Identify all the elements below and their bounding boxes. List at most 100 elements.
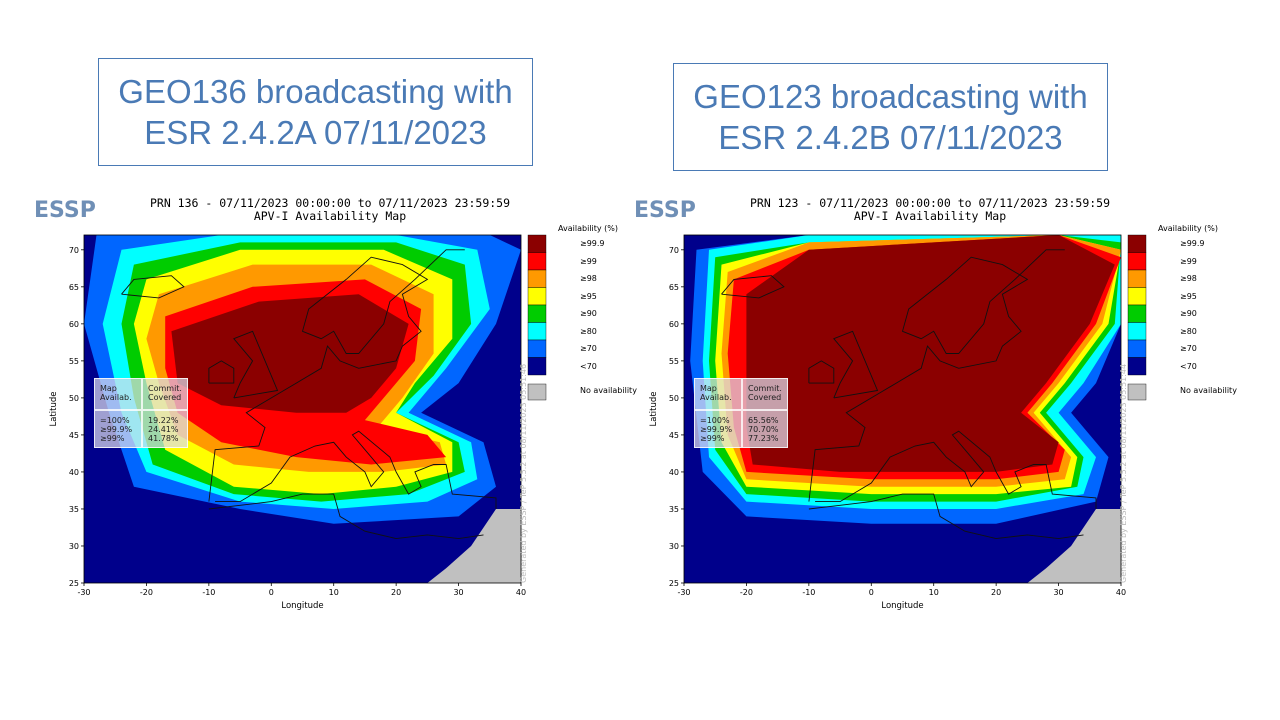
y-tick-label: 35 (69, 505, 79, 514)
plot-frame (683, 234, 1122, 584)
table-levels: =100% ≥99.9% ≥99% (700, 416, 733, 443)
y-axis-label: Latitude (649, 392, 659, 427)
y-tick-label: 50 (69, 394, 79, 403)
y-tick-label: 30 (669, 542, 679, 551)
no-availability-label: No availability (580, 386, 637, 395)
x-tick-label: 30 (453, 588, 463, 597)
table-header-col2-cell: Commit. Covered (742, 378, 788, 410)
x-tick-label: 40 (516, 588, 526, 597)
x-tick-label: 20 (391, 588, 401, 597)
table-values: 65.56% 70.70% 77.23% (748, 416, 779, 443)
right-title-line1: GEO123 broadcasting with (693, 78, 1088, 115)
plot-frame (83, 234, 522, 584)
x-tick-label: -20 (740, 588, 753, 597)
y-tick-label: 70 (69, 246, 79, 255)
legend-swatch (527, 339, 547, 358)
no-availability-area (1027, 509, 1121, 583)
y-tick-label: 30 (69, 542, 79, 551)
x-tick-label: 10 (329, 588, 339, 597)
table-header-col2: Commit. Covered (148, 384, 182, 402)
y-tick-label: 55 (69, 357, 79, 366)
table-levels-cell: =100% ≥99.9% ≥99% (694, 410, 742, 448)
legend-swatch (1127, 287, 1147, 306)
legend-label: ≥98 (1180, 274, 1197, 283)
legend-title: Availability (%) (558, 224, 618, 233)
x-tick-label: 20 (991, 588, 1001, 597)
left-slide-title: GEO136 broadcasting with ESR 2.4.2A 07/1… (98, 58, 533, 166)
y-tick-label: 45 (69, 431, 79, 440)
legend-title: Availability (%) (1158, 224, 1218, 233)
y-tick-label: 70 (669, 246, 679, 255)
availability-map-panel-prn123: ESSP PRN 123 - 07/11/2023 00:00:00 to 07/… (630, 188, 1250, 618)
legend-swatch (1127, 339, 1147, 358)
legend-label: ≥90 (580, 309, 597, 318)
legend-swatch (527, 252, 547, 271)
legend-swatch (1127, 234, 1147, 253)
legend-label: ≥99.9 (580, 239, 605, 248)
x-axis-label: Longitude (281, 601, 323, 611)
y-tick-label: 40 (69, 468, 79, 477)
x-tick-label: -30 (677, 588, 690, 597)
legend-label: ≥99 (580, 256, 597, 266)
legend-swatch (1127, 322, 1147, 341)
y-tick-label: 60 (669, 320, 679, 329)
coastlines (121, 249, 497, 540)
table-header-col1-cell: Map Availab. (694, 378, 742, 410)
y-tick-label: 25 (69, 579, 79, 588)
no-availability-area (427, 509, 521, 583)
y-tick-label: 65 (69, 283, 79, 292)
legend-label: ≥99 (1180, 256, 1197, 266)
legend-label: ≥95 (580, 291, 597, 301)
legend-label: <70 (1180, 361, 1197, 371)
legend-label: ≥99.9 (1180, 239, 1205, 248)
x-tick-label: 10 (929, 588, 939, 597)
legend-swatch (1127, 269, 1147, 288)
right-title-line2: ESR 2.4.2B 07/11/2023 (718, 119, 1063, 156)
no-availability-label: No availability (1180, 386, 1237, 395)
left-title-line1: GEO136 broadcasting with (118, 73, 513, 110)
legend-label: ≥70 (580, 344, 597, 353)
generated-watermark: Generated by ESSP / TeP 5.5.2 at 08/11/2… (519, 363, 528, 583)
x-tick-label: 0 (269, 588, 274, 597)
legend-swatch (527, 269, 547, 288)
legend-swatch (1127, 304, 1147, 323)
legend-label: ≥80 (1180, 326, 1197, 336)
zone-99-9 (746, 235, 1115, 472)
coastlines (721, 249, 1097, 540)
map-subtitle: APV-I Availability Map (253, 209, 407, 223)
table-header-col2-cell: Commit. Covered (142, 378, 188, 410)
legend-swatch (1127, 357, 1147, 376)
generated-watermark: Generated by ESSP / TeP 5.5.2 at 08/11/2… (1119, 363, 1128, 583)
y-tick-label: 65 (669, 283, 679, 292)
no-availability-swatch (527, 383, 547, 401)
legend-label: ≥95 (1180, 291, 1197, 301)
y-tick-label: 55 (669, 357, 679, 366)
legend-swatch (1127, 252, 1147, 271)
coverage-stats-table: Map Availab. Commit. Covered =100% ≥99.9% … (94, 378, 206, 450)
legend-label: ≥90 (1180, 309, 1197, 318)
table-levels: =100% ≥99.9% ≥99% (100, 416, 133, 443)
x-tick-label: -10 (202, 588, 215, 597)
table-header-col1-cell: Map Availab. (94, 378, 142, 410)
x-tick-label: -30 (77, 588, 90, 597)
table-header-col2: Commit. Covered (748, 384, 782, 402)
availability-map-panel-prn136: ESSP PRN 136 - 07/11/2023 00:00:00 to 07/… (30, 188, 650, 618)
y-tick-label: 35 (669, 505, 679, 514)
y-tick-label: 45 (669, 431, 679, 440)
legend-swatch (527, 357, 547, 376)
availability-map: -30 -20 -10 0 10 20 30 40 70 65 60 55 50 45 40 35 30 25 Lo… (49, 234, 547, 611)
y-tick-label: 25 (669, 579, 679, 588)
table-header-col1: Map Availab. (100, 384, 132, 402)
right-slide-title: GEO123 broadcasting with ESR 2.4.2B 07/1… (673, 63, 1108, 171)
x-axis-label: Longitude (881, 601, 923, 611)
legend-swatch (527, 304, 547, 323)
x-tick-label: 0 (869, 588, 874, 597)
no-availability-swatch (1127, 383, 1147, 401)
essp-logo: ESSP (34, 198, 96, 223)
map-subtitle: APV-I Availability Map (853, 209, 1007, 223)
map-title: PRN 123 - 07/11/2023 00:00:00 to 07/11/2… (749, 196, 1111, 210)
table-levels-cell: =100% ≥99.9% ≥99% (94, 410, 142, 448)
legend-label: ≥70 (1180, 344, 1197, 353)
x-tick-label: 40 (1116, 588, 1126, 597)
x-tick-label: -10 (802, 588, 815, 597)
